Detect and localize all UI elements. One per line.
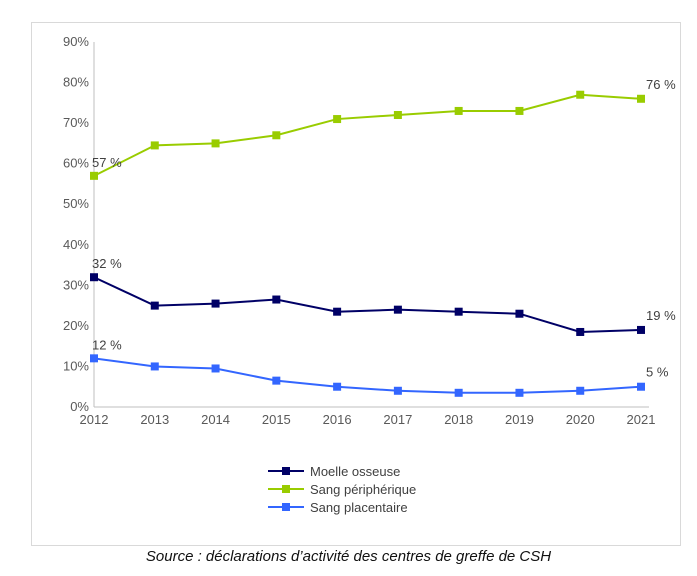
data-point-sang-placentaire [393,386,402,395]
data-point-sang-placentaire [454,388,463,397]
data-point-moelle-osseuse [637,325,645,334]
x-tick-label: 2021 [627,412,656,427]
data-point-sang-peripherique [637,94,645,103]
data-label-first: 57 % [92,155,122,170]
x-tick-label: 2020 [566,412,595,427]
y-tick-label: 50% [63,196,89,211]
data-point-sang-peripherique [393,111,402,119]
legend: Moelle osseuse Sang périphérique Sang pl… [268,462,416,516]
y-tick-label: 80% [63,75,89,90]
y-tick-label: 90% [63,34,89,49]
data-point-sang-peripherique [150,141,159,150]
data-point-sang-peripherique [211,139,220,148]
legend-swatch-sang-placentaire [268,498,304,516]
legend-label: Moelle osseuse [310,463,401,479]
data-point-sang-placentaire [272,376,281,385]
data-point-sang-peripherique [272,131,281,140]
data-point-moelle-osseuse [576,327,585,336]
x-tick-label: 2014 [201,412,230,427]
data-point-sang-placentaire [150,362,159,371]
data-point-sang-peripherique [454,106,463,115]
legend-label: Sang périphérique [310,481,417,497]
legend-item-moelle-osseuse[interactable]: Moelle osseuse [268,462,416,480]
data-point-moelle-osseuse [333,307,342,316]
data-label-first: 12 % [92,337,122,352]
data-point-moelle-osseuse [272,295,281,304]
x-tick-label: 2019 [505,412,534,427]
y-tick-label: 60% [63,156,89,171]
y-axis-ticks: 0% 10% 20% 30% 40% 50% 60% 70% 80% 90% [63,34,89,414]
data-point-sang-placentaire [515,388,524,397]
data-point-moelle-osseuse [211,299,220,308]
x-tick-label: 2017 [383,412,412,427]
legend-label: Sang placentaire [310,499,408,515]
data-point-moelle-osseuse [150,301,159,310]
y-tick-label: 30% [63,277,89,292]
x-axis-ticks: 2012 2013 2014 2015 2016 2017 2018 2019 2020 2021 [80,412,656,427]
data-label-last: 76 % [646,77,676,92]
series-line-moelle-osseuse [93,276,642,333]
y-tick-label: 40% [63,237,89,252]
series-line-sang-placentaire [93,357,642,394]
legend-item-sang-placentaire[interactable]: Sang placentaire [268,498,416,516]
axes [93,42,649,408]
x-tick-label: 2016 [323,412,352,427]
data-point-sang-peripherique [90,171,98,180]
data-point-sang-peripherique [515,106,524,115]
legend-swatch-sang-peripherique [268,480,304,498]
x-tick-label: 2013 [140,412,169,427]
data-labels: 32 % 19 % 57 % 76 % 12 % 5 % [92,77,676,380]
data-point-sang-placentaire [576,386,585,395]
y-tick-label: 0% [70,399,89,414]
source-note: Source : déclarations d’activité des cen… [145,548,552,565]
legend-item-sang-peripherique[interactable]: Sang périphérique [268,480,416,498]
data-point-sang-peripherique [576,90,585,99]
data-point-moelle-osseuse [90,273,98,282]
x-tick-label: 2018 [444,412,473,427]
x-tick-label: 2012 [80,412,109,427]
y-tick-label: 70% [63,115,89,130]
y-tick-label: 10% [63,358,89,373]
data-label-first: 32 % [92,256,122,271]
data-label-last: 19 % [646,308,676,323]
legend-swatch-moelle-osseuse [268,462,304,480]
data-point-sang-placentaire [90,354,98,363]
data-point-moelle-osseuse [393,305,402,314]
y-tick-label: 20% [63,318,89,333]
series-group [90,90,645,397]
data-point-sang-peripherique [333,115,342,124]
data-point-sang-placentaire [637,382,645,391]
chart-frame [31,22,681,546]
x-tick-label: 2015 [262,412,291,427]
data-label-last: 5 % [646,365,669,380]
data-point-sang-placentaire [211,364,220,373]
series-line-sang-peripherique [93,93,642,177]
data-point-sang-placentaire [333,382,342,391]
data-point-moelle-osseuse [454,307,463,316]
data-point-moelle-osseuse [515,309,524,318]
